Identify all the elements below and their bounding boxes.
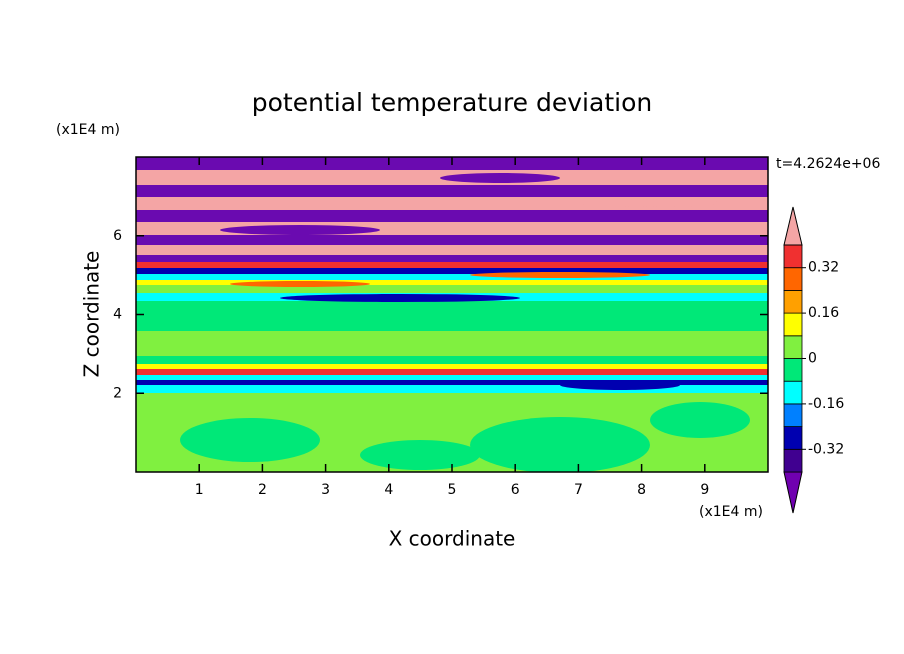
- x-unit: (x1E4 m): [699, 504, 763, 520]
- contour-fill: [136, 364, 768, 369]
- colorbar-segment: [783, 380, 803, 405]
- x-tick-label: 3: [321, 482, 330, 498]
- x-tick-label: 2: [258, 482, 267, 498]
- colorbar-extend-low: [783, 471, 803, 514]
- contour-fill: [136, 280, 768, 285]
- contour-fill: [136, 301, 768, 331]
- contour-fill: [230, 281, 370, 287]
- x-axis-label: X coordinate: [389, 527, 516, 551]
- contour-fill: [280, 294, 520, 302]
- y-tick-label: 2: [113, 385, 122, 401]
- contour-fill: [136, 235, 768, 245]
- contour-field: [136, 157, 768, 472]
- x-tick-label: 1: [195, 482, 204, 498]
- y-axis-label: Z coordinate: [80, 251, 104, 378]
- contour-fill: [470, 417, 650, 472]
- colorbar-tick-label: -0.16: [808, 396, 844, 412]
- contour-fill: [180, 418, 320, 462]
- y-unit: (x1E4 m): [56, 122, 120, 138]
- x-tick-label: 9: [700, 482, 709, 498]
- colorbar-segment: [783, 335, 803, 359]
- x-tick-label: 7: [574, 482, 583, 498]
- y-tick-label: 6: [113, 228, 122, 244]
- colorbar-tick-label: 0.16: [808, 305, 839, 321]
- colorbar-tick-label: -0.32: [808, 441, 844, 457]
- contour-fill: [136, 285, 768, 293]
- contour-fill: [136, 385, 768, 393]
- contour-fill: [136, 245, 768, 255]
- colorbar-segment: [783, 267, 803, 291]
- x-tick-label: 8: [637, 482, 646, 498]
- contour-fill: [136, 255, 768, 262]
- contour-fill: [136, 369, 768, 375]
- x-tick-label: 6: [511, 482, 520, 498]
- time-label: t=4.2624e+06: [776, 156, 880, 172]
- contour-fill: [136, 356, 768, 364]
- contour-fill: [136, 268, 768, 274]
- contour-fill: [136, 375, 768, 380]
- colorbar-segment: [783, 426, 803, 450]
- colorbar-segment: [783, 403, 803, 427]
- x-tick-label: 4: [384, 482, 393, 498]
- contour-fill: [136, 380, 768, 385]
- x-tick-label: 5: [448, 482, 457, 498]
- contour-fill: [360, 440, 480, 470]
- contour-fill: [560, 380, 680, 390]
- contour-fill: [440, 173, 560, 183]
- chart-title: potential temperature deviation: [252, 88, 652, 117]
- colorbar-segment: [783, 448, 803, 473]
- y-tick-label: 4: [113, 307, 122, 323]
- colorbar-segment: [783, 312, 803, 337]
- contour-fill: [136, 210, 768, 222]
- contour-fill: [136, 185, 768, 197]
- contour-fill: [470, 272, 650, 278]
- colorbar-segment: [783, 244, 803, 269]
- colorbar-tick-label: 0.32: [808, 260, 839, 276]
- colorbar-segment: [783, 289, 803, 314]
- contour-fill: [136, 262, 768, 268]
- contour-fill: [220, 225, 380, 235]
- colorbar-extend-high: [783, 206, 803, 246]
- colorbar-segment: [783, 358, 803, 382]
- contour-fill: [136, 331, 768, 356]
- colorbar-tick-label: 0: [808, 351, 817, 367]
- contour-fill: [136, 274, 768, 280]
- contour-fill: [650, 402, 750, 438]
- contour-fill: [580, 199, 720, 207]
